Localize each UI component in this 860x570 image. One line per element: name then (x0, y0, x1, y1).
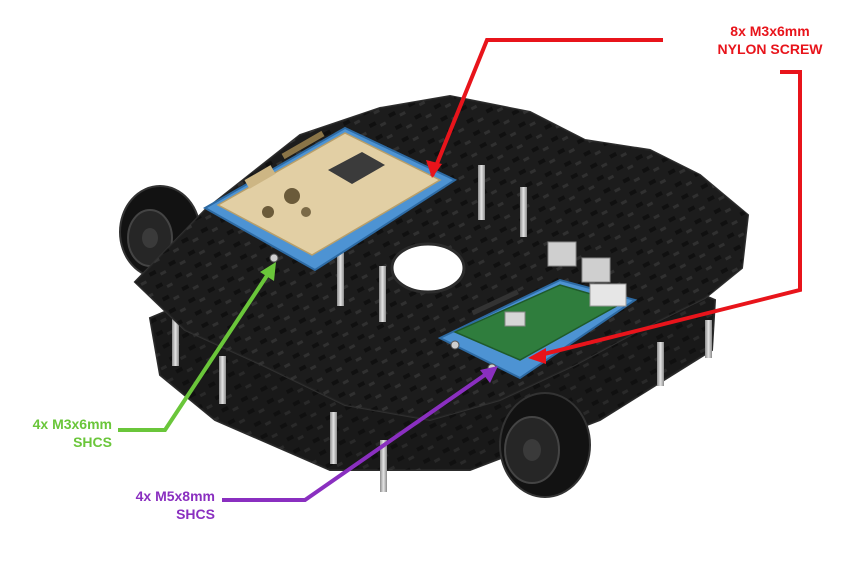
nylon-screw-arrowhead-1 (426, 160, 442, 178)
motor-controller-board (202, 126, 458, 272)
m3-shcs-callout: 4x M3x6mm SHCS (0, 415, 112, 451)
nylon-screw-leader-line-2 (539, 70, 802, 357)
nylon-screw-callout-line2: NYLON SCREW (717, 41, 823, 57)
m3-shcs-callout-line2: SHCS (73, 434, 112, 450)
right-wheel (499, 392, 591, 498)
m5-shcs-leader-line (222, 368, 494, 502)
nylon-screw-leader-line (430, 38, 663, 177)
m5-shcs-callout: 4x M5x8mm SHCS (0, 487, 215, 523)
lower-standoffs (172, 318, 712, 492)
m5-shcs-callout-line1: 4x M5x8mm (135, 488, 215, 504)
upper-standoffs (337, 165, 527, 322)
m3-shcs-callout-line1: 4x M3x6mm (32, 416, 112, 432)
m5-shcs-arrowhead (480, 366, 498, 383)
nylon-screw-callout-line1: 8x M3x6mm (730, 23, 810, 39)
raspberry-pi-board (437, 241, 638, 380)
nylon-screw-callout: 8x M3x6mm NYLON SCREW (680, 22, 860, 58)
m3-shcs-leader-line (118, 266, 274, 432)
m3-shcs-arrowhead (260, 262, 276, 281)
nylon-screw-arrowhead-2 (528, 348, 546, 364)
m5-shcs-callout-line2: SHCS (176, 506, 215, 522)
